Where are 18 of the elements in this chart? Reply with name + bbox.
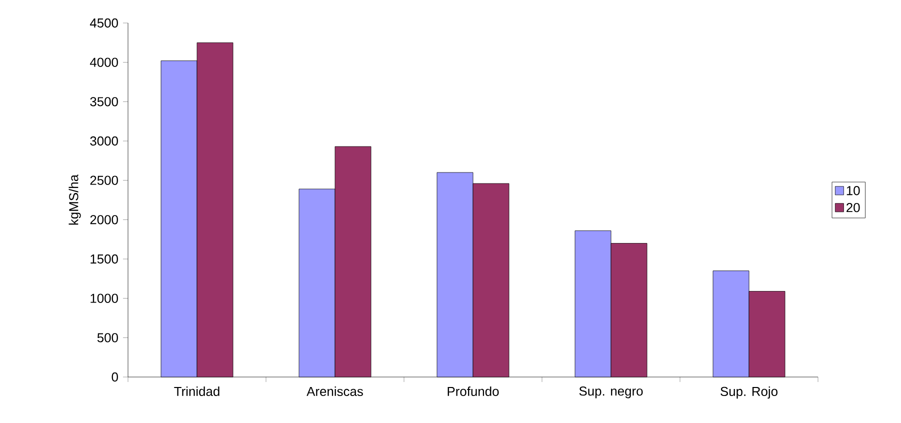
y-tick-label: 4500 — [90, 18, 118, 28]
y-tick-label: 1500 — [90, 254, 118, 264]
x-tick-label: Areniscas — [306, 386, 363, 396]
y-tick-label: 500 — [97, 333, 118, 342]
x-tick-label: Sup. Rojo — [720, 386, 778, 399]
x-tick-label: Profundo — [448, 386, 499, 396]
y-tick-label: 1000 — [90, 294, 118, 303]
y-axis-title: kgMS/ha — [68, 174, 81, 225]
x-tick-label: Trinidad — [174, 386, 220, 396]
y-tick-label: 4000 — [90, 58, 118, 67]
y-tick-label: 3500 — [90, 97, 118, 106]
y-tick-label: 2500 — [90, 176, 118, 185]
y-tick-label: 2000 — [90, 215, 118, 224]
y-tick-label: 3000 — [90, 136, 118, 146]
legend-label: 10 — [846, 186, 860, 196]
x-tick-label: Sup. negro — [579, 386, 643, 398]
legend-label: 20 — [846, 202, 860, 212]
y-tick-label: 0 — [112, 372, 118, 382]
